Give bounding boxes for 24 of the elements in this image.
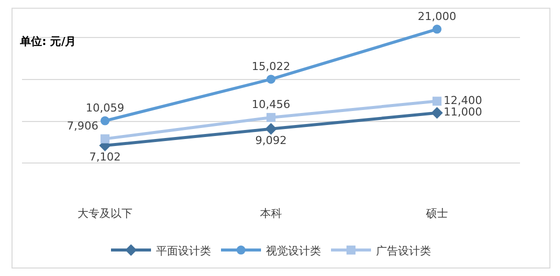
- legend-label: 视觉设计类: [266, 244, 321, 258]
- data-label: 9,092: [255, 134, 287, 147]
- point: [100, 134, 110, 144]
- data-label: 21,000: [418, 10, 456, 23]
- data-label: 11,000: [444, 106, 482, 119]
- legend-label: 广告设计类: [376, 244, 431, 258]
- point: [266, 74, 276, 84]
- point: [432, 24, 442, 34]
- x-tick-label: 大专及以下: [78, 207, 132, 220]
- data-label: 7,906: [66, 119, 98, 132]
- point: [265, 123, 277, 135]
- data-label: 12,400: [444, 94, 482, 107]
- point: [100, 116, 110, 126]
- data-label: 10,059: [86, 101, 124, 114]
- annotation: 单位: 元/月: [19, 35, 76, 48]
- x-tick-label: 硕士: [425, 207, 448, 220]
- x-tick-label: 本科: [260, 207, 282, 220]
- data-label: 10,456: [252, 98, 290, 112]
- data-label: 15,022: [252, 60, 290, 73]
- point: [431, 107, 443, 119]
- point: [266, 112, 276, 122]
- point: [432, 96, 442, 106]
- legend-label: 平面设计类: [156, 244, 211, 258]
- data-label: 7,102: [89, 150, 121, 164]
